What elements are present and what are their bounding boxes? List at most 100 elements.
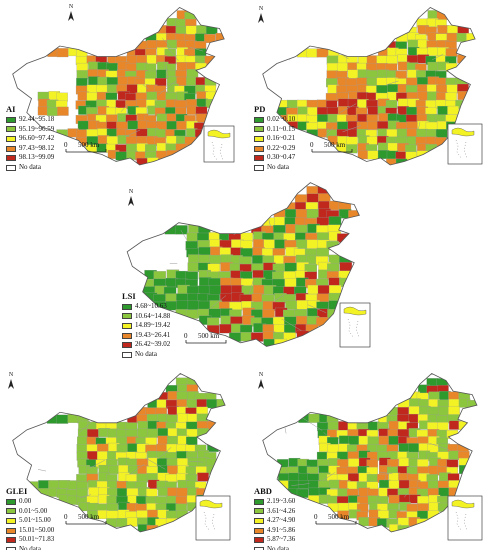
legend-range: 92.44~95.18 [19, 115, 55, 123]
legend-item: 98.13~99.09 [6, 153, 54, 163]
legend-no-data: No data [6, 163, 54, 173]
legend-swatch [122, 342, 132, 349]
legend-no-data-label: No data [135, 349, 157, 358]
legend-no-data-label: No data [267, 162, 289, 171]
north-arrow-icon [68, 11, 74, 21]
region [273, 324, 286, 334]
legend-item: 0.22~0.29 [254, 144, 295, 154]
region [336, 62, 349, 72]
legend-range: 10.64~14.88 [135, 311, 171, 320]
scale-distance-label: 500 km [328, 513, 350, 521]
legend-swatch-no-data [6, 164, 16, 171]
region [198, 300, 211, 311]
region [339, 262, 353, 272]
legend-item: 0.00 [6, 497, 54, 507]
region [220, 285, 233, 295]
region [347, 69, 360, 79]
region [398, 479, 411, 489]
region [263, 338, 276, 347]
region [398, 443, 411, 453]
legend-title: ABD [254, 486, 272, 496]
region [396, 128, 409, 138]
region [198, 246, 212, 257]
scale-distance-label: 500 km [78, 513, 100, 521]
region [386, 55, 398, 65]
region [167, 435, 179, 445]
legend-item: 0.02~0.10 [254, 115, 295, 125]
region [166, 39, 179, 49]
region [146, 488, 158, 498]
inset-dashed-line [347, 318, 360, 338]
region [296, 300, 310, 310]
region [76, 70, 89, 80]
region [366, 474, 379, 484]
inset-dashed-line [203, 511, 216, 531]
legend-range: 0.11~0.15 [267, 124, 296, 133]
region [219, 324, 232, 334]
region [307, 106, 319, 116]
region [185, 25, 198, 35]
north-arrow-icon [258, 13, 264, 23]
legend-swatch [6, 498, 16, 505]
region [446, 84, 458, 94]
region [136, 158, 148, 165]
legend-swatch [6, 537, 16, 544]
region [296, 315, 309, 326]
legend-item: 92.44~95.18 [6, 115, 54, 125]
legend-swatch [254, 116, 264, 123]
legend-swatch [254, 126, 264, 133]
legend-item: 3.61~4.26 [254, 507, 295, 517]
region [176, 120, 188, 130]
region [296, 239, 309, 249]
region [306, 193, 320, 203]
region [284, 324, 297, 334]
region [86, 92, 99, 102]
region [127, 120, 139, 130]
region [458, 421, 471, 430]
region [206, 420, 219, 430]
legend: PD 0.02~0.10 0.11~0.15 0.16~0.21 0.22~0.29 0.… [254, 104, 295, 173]
region [348, 435, 361, 445]
legend-item: 97.43~98.12 [6, 144, 54, 154]
legend-swatch [6, 126, 16, 133]
region [387, 142, 400, 152]
region [186, 413, 199, 423]
legend-no-data: No data [6, 545, 54, 550]
region [137, 421, 149, 430]
north-label: N [258, 372, 264, 378]
region [137, 428, 149, 438]
inset-dashed-line [455, 139, 468, 159]
legend-swatch [254, 537, 264, 544]
legend-range: 0.01~5.00 [19, 506, 48, 515]
map-panel-lsi: N 0 500 km LSI 4.68~10.63 10.64~14.88 14.89~19… [116, 173, 386, 363]
legend-swatch [254, 527, 264, 534]
legend-item: 4.27~4.90 [254, 516, 295, 526]
legend-title: GLEI [6, 486, 28, 496]
legend-swatch [122, 322, 132, 329]
map-svg [258, 373, 483, 541]
region [198, 285, 211, 295]
inset-coast [207, 129, 231, 139]
region [448, 406, 460, 416]
region [388, 480, 401, 490]
legend-swatch [254, 498, 264, 505]
legend-item: 5.87~7.36 [254, 535, 295, 545]
region [376, 85, 388, 94]
region [198, 224, 211, 234]
legend-swatch-no-data [254, 164, 264, 171]
region [76, 129, 88, 139]
legend-swatch [254, 145, 264, 152]
legend-item: 50.01~71.83 [6, 535, 54, 545]
region [306, 48, 319, 58]
region [262, 309, 275, 319]
legend-swatch [6, 135, 16, 142]
map-panel-pd: N 0 500 km PD 0.02~0.10 0.11~0.15 0.16~0.21 0.2… [252, 0, 502, 182]
region [136, 473, 148, 483]
legend-range: 15.01~50.00 [19, 525, 55, 534]
region [378, 435, 391, 445]
region [76, 48, 88, 58]
region [116, 488, 129, 498]
region [328, 285, 342, 295]
scale-bar [185, 340, 227, 344]
region [57, 106, 69, 116]
